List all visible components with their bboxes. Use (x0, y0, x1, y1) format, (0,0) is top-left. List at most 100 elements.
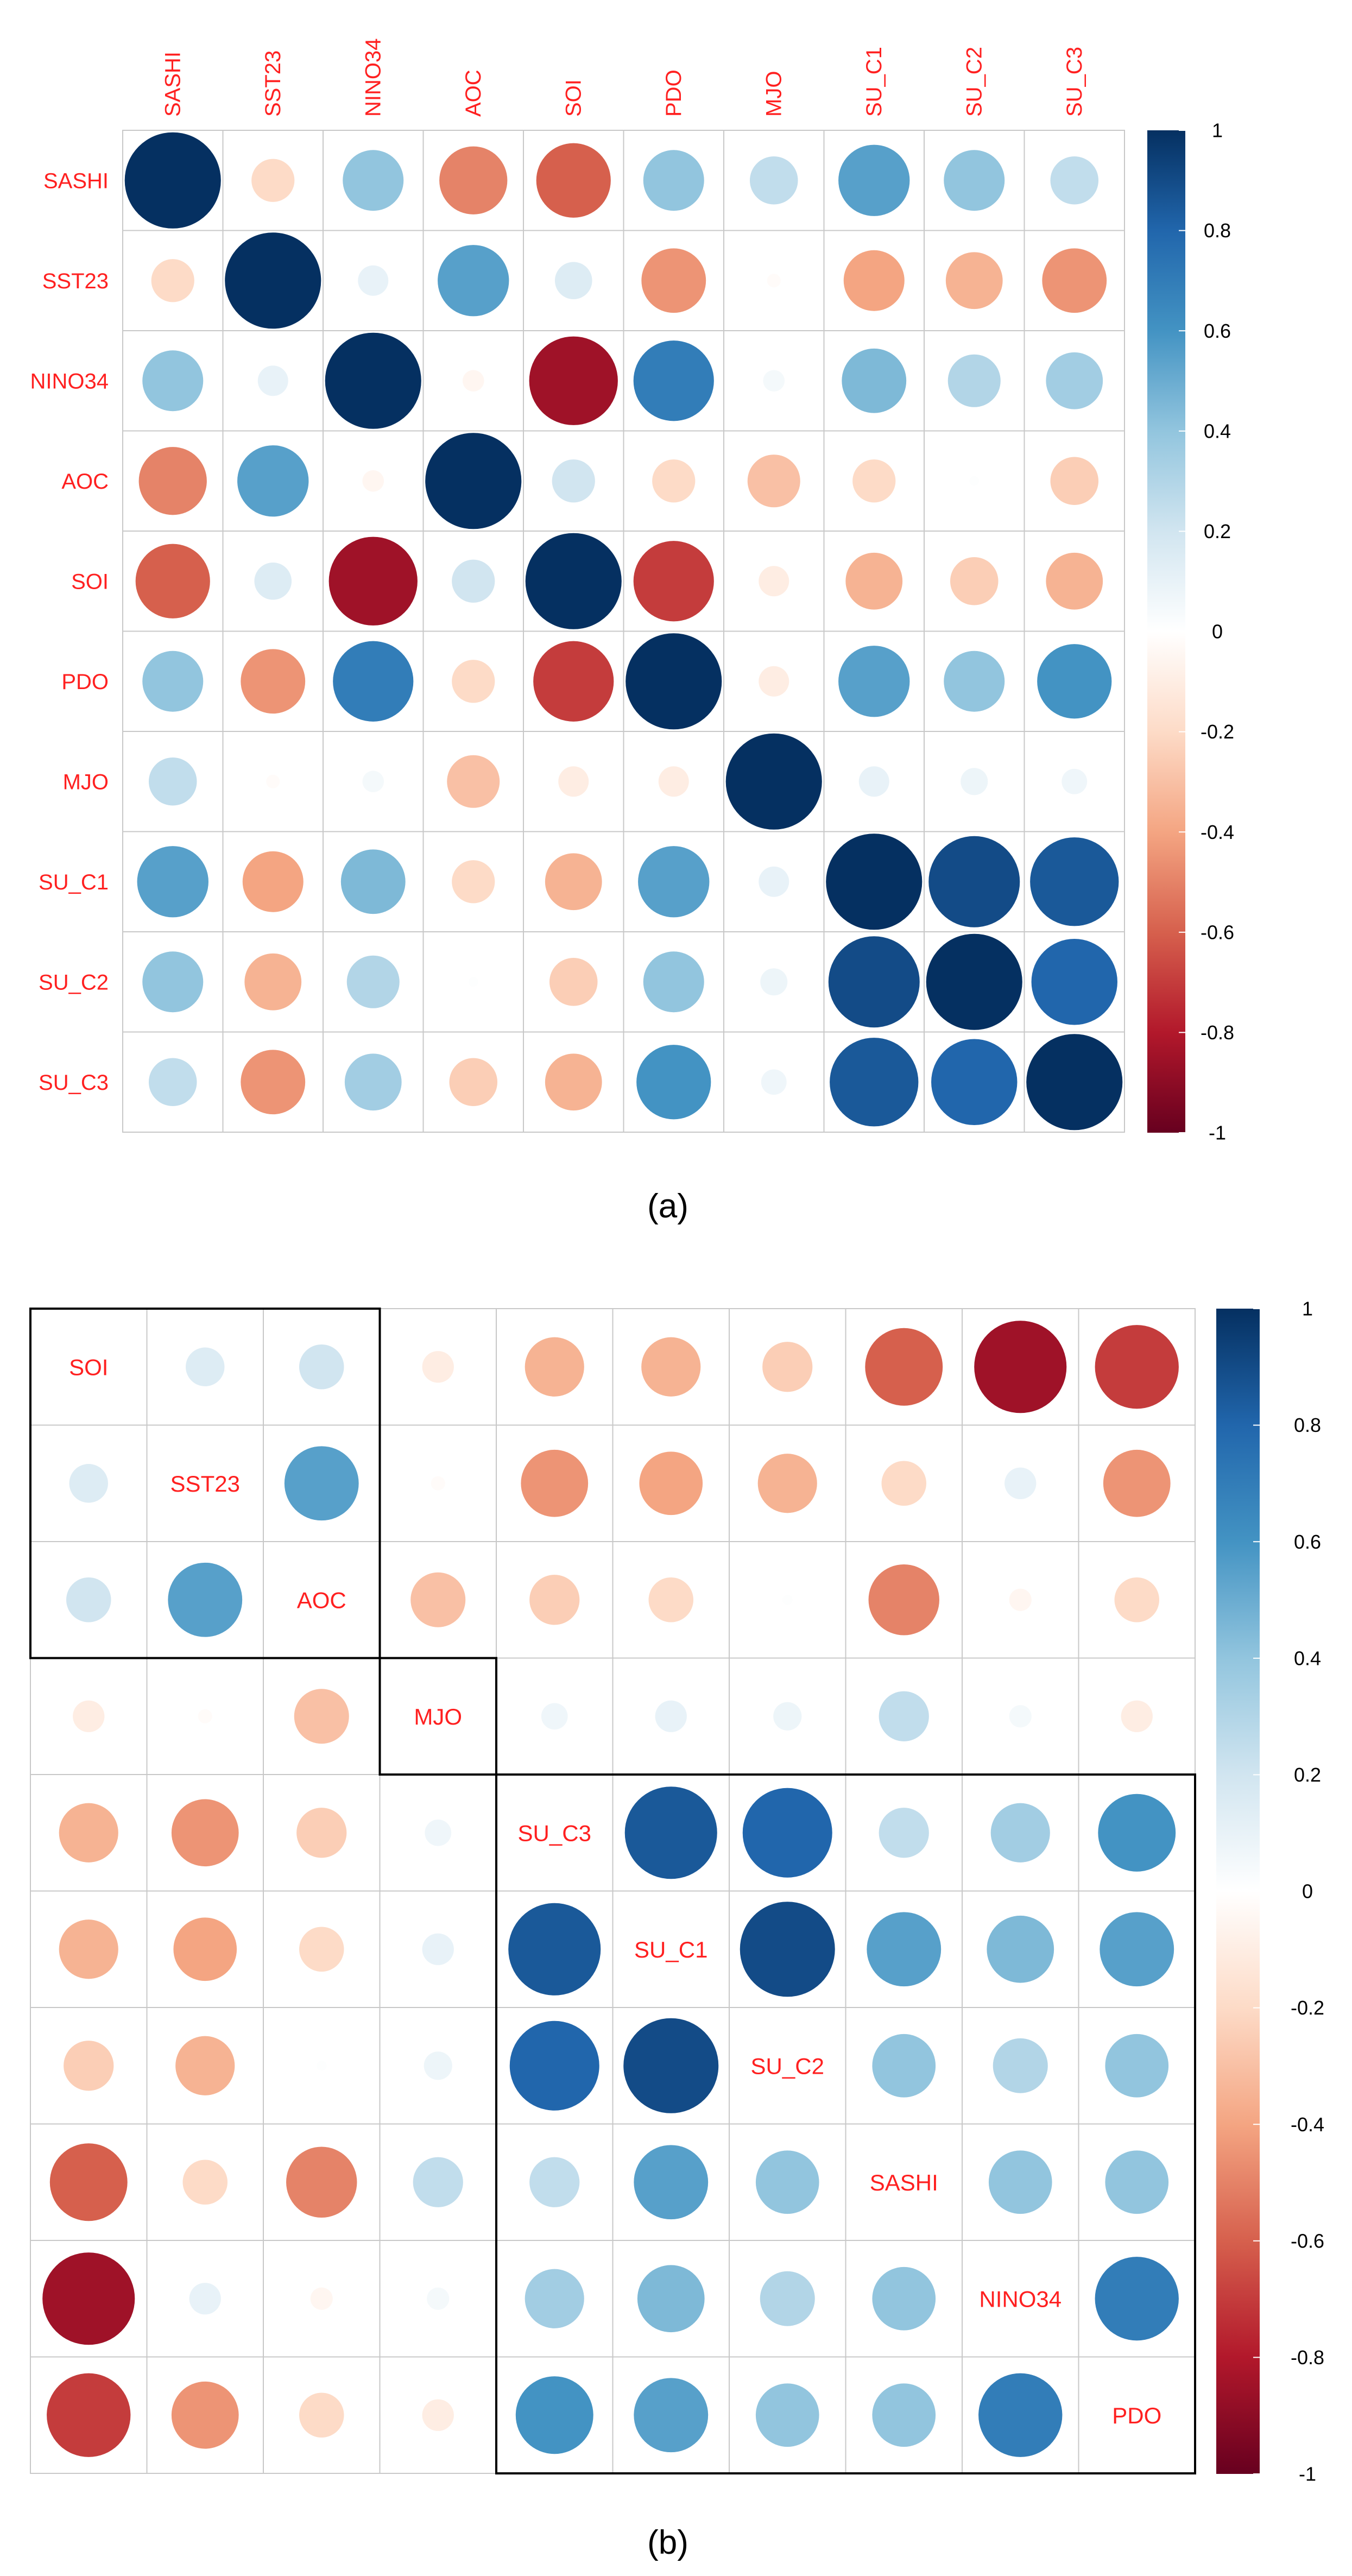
panel-a-corr-circle (358, 265, 389, 296)
panel-b-corr-circle (299, 1927, 344, 1972)
panel-b-corr-circle (742, 1788, 832, 1878)
panel-a-corr-circle (852, 459, 896, 503)
panel-b-corr-circle (1103, 1449, 1171, 1517)
panel-a-corr-circle (828, 936, 920, 1028)
panel-a-corr-circle (845, 552, 903, 610)
panel-a-corr-circle (643, 150, 704, 211)
panel-a-corr-circle (944, 150, 1005, 211)
panel-a-row-label: SU_C3 (39, 1071, 109, 1095)
panel-b-corr-circle (1100, 1912, 1174, 1987)
panel-b-corr-circle (639, 1451, 703, 1516)
panel-a-corr-circle (638, 846, 710, 918)
panel-a-corr-circle (554, 262, 592, 300)
panel-a-corr-circle (641, 248, 706, 313)
panel-a-row-label: SOI (71, 570, 109, 594)
panel-b-corr-circle (541, 1703, 568, 1730)
panel-a-row-label: SST23 (42, 269, 109, 293)
panel-b-corr-circle (284, 1446, 359, 1521)
panel-b-corr-circle (521, 1449, 589, 1517)
panel-b-corr-circle (422, 1933, 454, 1965)
panel-b-corr-circle (872, 2383, 936, 2447)
panel-a-corr-circle (1050, 457, 1099, 506)
panel-b-corr-circle (624, 1786, 717, 1879)
panel-a-colorbar-tick-label: -0.2 (1201, 721, 1234, 743)
panel-a-corr-circle (830, 1038, 919, 1127)
panel-a-row-label: PDO (61, 670, 109, 694)
panel-b-diagonal-label: MJO (414, 1704, 462, 1729)
panel-b-corr-circle (64, 2041, 114, 2091)
panel-a-corr-circle (525, 533, 622, 629)
panel-a-corr-circle (148, 1058, 197, 1107)
panel-b-corr-circle (740, 1902, 835, 1997)
panel-b-diagonal-label: SASHI (870, 2170, 938, 2195)
panel-a-corr-circle (636, 1045, 711, 1120)
panel-b-caption: (b) (647, 2524, 688, 2561)
panel-b-colorbar-tick-label: 0 (1302, 1880, 1313, 1903)
panel-b-corr-circle (413, 2157, 463, 2207)
panel-b-corr-circle (422, 2399, 454, 2431)
panel-a-corr-circle (439, 146, 508, 214)
panel-b-corr-circle (317, 2061, 327, 2071)
panel-a-column-label: SOI (561, 79, 585, 117)
panel-a-corr-circle (658, 766, 689, 797)
panel-b-corr-circle (773, 1702, 802, 1731)
panel-a-corr-circle (749, 156, 798, 205)
panel-a-row-label: NINO34 (30, 369, 109, 393)
panel-a-corr-circle (633, 340, 714, 421)
panel-a-corr-circle (626, 633, 722, 730)
panel-b-corr-circle (189, 2283, 221, 2315)
panel-a-corr-circle (843, 250, 905, 311)
panel-a-corr-circle (767, 274, 781, 288)
panel-b-cluster-box (29, 1308, 381, 1659)
panel-b-corr-circle (760, 2271, 815, 2326)
panel-a-corr-circle (1030, 837, 1119, 926)
panel-b-corr-circle (1004, 1467, 1037, 1499)
panel-a-corr-circle (343, 150, 404, 211)
panel-b-corr-circle (879, 1691, 929, 1741)
panel-b-corr-circle (1098, 1794, 1176, 1872)
panel-a-corr-circle (362, 771, 384, 793)
panel-b-colorbar-tick-label: 0.4 (1294, 1647, 1321, 1669)
panel-b-corr-circle (637, 2265, 705, 2333)
panel-b-corr-circle (515, 2376, 593, 2454)
panel-a-corr-circle (328, 536, 418, 626)
panel-b-corr-circle (623, 2018, 719, 2113)
panel-b-corr-circle (757, 1454, 817, 1513)
panel-b-diagonal-label: NINO34 (979, 2286, 1062, 2312)
panel-a-corr-circle (344, 1053, 402, 1111)
panel-a-corr-circle (944, 651, 1005, 712)
panel-a-corr-circle (241, 649, 306, 714)
panel-a-corr-circle (241, 1050, 306, 1115)
panel-a-corr-circle (266, 774, 280, 788)
panel-b-corr-circle (198, 1709, 212, 1723)
panel-a-row-label: SU_C1 (39, 870, 109, 894)
panel-b-corr-circle (294, 1689, 349, 1744)
panel-b-corr-circle (424, 2051, 452, 2080)
panel-b-corr-circle (42, 2252, 135, 2345)
panel-a-corr-circle (842, 348, 907, 413)
panel-a-colorbar-tick-label: -1 (1209, 1122, 1226, 1144)
panel-b-corr-circle (299, 2392, 344, 2438)
panel-b-diagonal-label: AOC (297, 1587, 346, 1613)
panel-b-corr-circle (47, 2373, 131, 2457)
panel-b-corr-circle (171, 2381, 239, 2449)
panel-b-corr-circle (171, 1799, 239, 1867)
panel-a-corr-circle (643, 951, 704, 1013)
panel-a-corr-circle (1031, 939, 1117, 1025)
panel-b-corr-circle (881, 1461, 926, 1506)
panel-a-column-label: SU_C1 (862, 47, 886, 117)
panel-b-corr-circle (1121, 1700, 1153, 1732)
panel-a-corr-circle (142, 350, 204, 412)
panel-b-corr-circle (762, 1342, 813, 1392)
panel-a-corr-circle (1042, 248, 1107, 313)
panel-a-cell (1024, 1031, 1125, 1133)
panel-a-column-label: NINO34 (361, 39, 385, 117)
panel-a-corr-circle (545, 1053, 602, 1111)
panel-b-corr-circle (296, 1808, 347, 1858)
panel-a-corr-circle (1046, 352, 1103, 409)
panel-a-corr-circle (969, 476, 980, 486)
panel-a-corr-circle (1037, 644, 1112, 719)
panel-b-colorbar-tick-label: 1 (1302, 1298, 1313, 1320)
panel-b-corr-circle (431, 1476, 445, 1491)
